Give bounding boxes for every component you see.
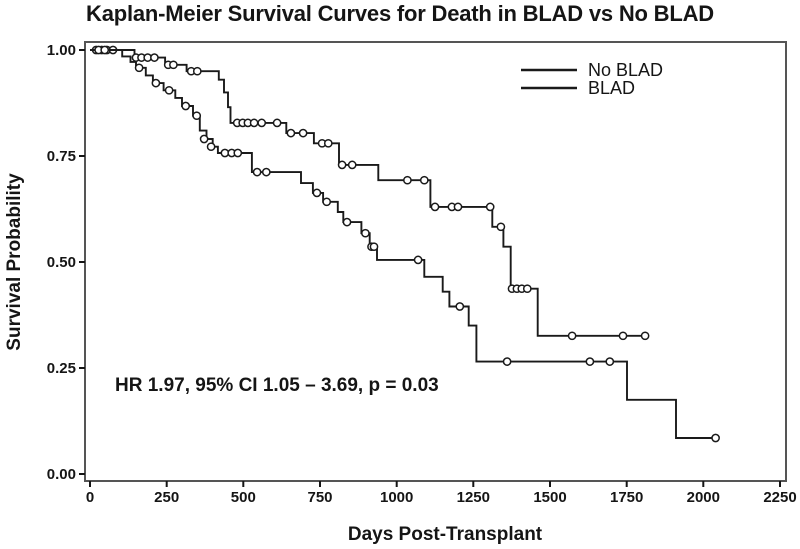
x-tick-label: 0 [86, 489, 94, 506]
censor-mark-no-blad [286, 128, 296, 138]
plot-frame [84, 41, 787, 482]
censor-mark-no-blad [640, 331, 650, 341]
censor-mark-blad [261, 167, 271, 177]
y-tick-label: 0.25 [47, 360, 76, 377]
censor-mark-no-blad [192, 66, 202, 76]
y-tick-label: 0.50 [47, 254, 76, 271]
censor-mark-blad [181, 101, 191, 111]
censor-mark-no-blad [298, 128, 308, 138]
x-axis-title: Days Post-Transplant [348, 524, 543, 545]
censor-mark-no-blad [323, 138, 333, 148]
survival-curve-no-blad [90, 49, 646, 337]
censor-mark-blad [134, 63, 144, 73]
censor-mark-blad [233, 148, 243, 158]
legend-label-blad: BLAD [588, 78, 635, 98]
censor-mark-no-blad [403, 175, 412, 185]
censor-mark-no-blad [453, 202, 463, 212]
x-tick-label: 1250 [457, 489, 490, 506]
legend-label-no-blad: No BLAD [588, 60, 663, 80]
censor-mark-blad [322, 197, 332, 207]
x-tick-label: 2250 [763, 489, 796, 506]
censor-mark-blad [252, 167, 262, 177]
censor-mark-blad [502, 357, 512, 366]
x-tick-label: 2000 [687, 489, 720, 506]
censor-mark-no-blad [485, 202, 495, 212]
censor-mark-no-blad [249, 118, 259, 128]
censor-mark-blad [585, 357, 595, 366]
censor-mark-blad [199, 134, 209, 144]
censor-mark-no-blad [618, 331, 628, 341]
x-tick-label: 1000 [380, 489, 413, 506]
y-tick-label: 0.75 [47, 148, 76, 165]
censor-mark-blad [413, 255, 423, 265]
censor-mark-no-blad [272, 118, 282, 128]
censor-mark-blad [605, 357, 615, 366]
censor-mark-blad [342, 217, 352, 227]
censor-mark-blad [369, 242, 379, 252]
chart-title: Kaplan-Meier Survival Curves for Death i… [86, 1, 714, 26]
censor-mark-no-blad [347, 160, 357, 170]
x-tick-label: 500 [231, 489, 256, 506]
censor-mark-no-blad [430, 202, 440, 212]
x-tick-label: 750 [307, 489, 332, 506]
censor-mark-blad [206, 142, 216, 152]
censor-mark-blad [164, 85, 174, 95]
censor-mark-blad [192, 111, 202, 121]
censor-mark-blad [312, 188, 322, 198]
y-axis-title: Survival Probability [4, 173, 25, 351]
censor-mark-no-blad [567, 331, 577, 341]
y-tick-label: 0.00 [47, 466, 76, 483]
censor-mark-no-blad [496, 222, 506, 232]
censor-mark-no-blad [522, 284, 532, 294]
censor-mark-blad [100, 45, 110, 55]
y-tick-label: 1.00 [47, 42, 76, 59]
censor-mark-blad [455, 302, 465, 311]
censor-mark-no-blad [150, 53, 159, 62]
censor-mark-blad [711, 433, 720, 443]
censor-mark-no-blad [257, 118, 267, 128]
censor-mark-no-blad [337, 160, 347, 170]
x-tick-label: 1500 [533, 489, 566, 506]
hr-annotation: HR 1.97, 95% CI 1.05 – 3.69, p = 0.03 [115, 375, 439, 396]
censor-mark-no-blad [169, 60, 178, 70]
censor-mark-blad [151, 78, 161, 88]
censor-mark-blad [361, 228, 370, 238]
censor-mark-no-blad [419, 175, 429, 185]
x-tick-label: 250 [154, 489, 179, 506]
x-tick-label: 1750 [610, 489, 643, 506]
